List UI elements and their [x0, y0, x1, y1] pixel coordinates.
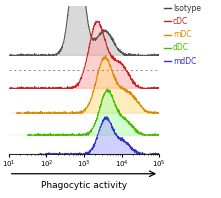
X-axis label: Phagocytic activity: Phagocytic activity — [41, 181, 127, 190]
Legend: Isotype, cDC, mDC, dDC, mdDC: Isotype, cDC, mDC, dDC, mdDC — [164, 4, 201, 66]
